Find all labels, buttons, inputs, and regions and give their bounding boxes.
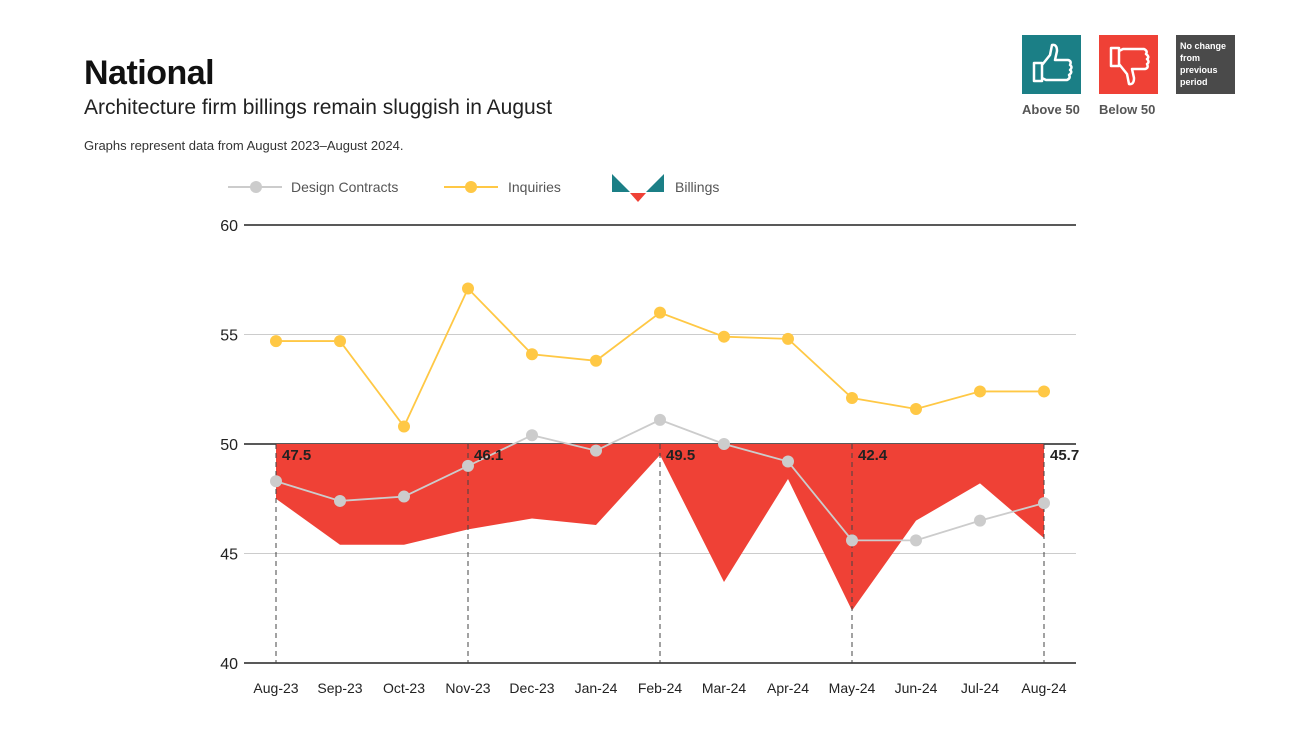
- billings-data-label: 45.7: [1050, 447, 1079, 464]
- point-inquiries: [462, 282, 474, 295]
- x-tick-label: Jan-24: [575, 680, 618, 696]
- billings-data-label: 47.5: [282, 447, 311, 464]
- x-tick-label: Jul-24: [961, 680, 999, 696]
- point-inquiries: [590, 354, 602, 367]
- point-inquiries: [974, 385, 986, 398]
- point-inquiries: [782, 332, 794, 345]
- legend: Design Contracts Inquiries Billings: [228, 174, 719, 202]
- legend-billings-above-right: [646, 174, 664, 192]
- legend-inquiries: Inquiries: [508, 179, 561, 195]
- billings-area: [276, 444, 1044, 611]
- x-tick-label: Aug-23: [253, 680, 298, 696]
- x-tick-label: Jun-24: [895, 680, 938, 696]
- thumbs-down-icon: [1099, 35, 1158, 94]
- point-inquiries: [270, 335, 282, 348]
- x-tick-label: Oct-23: [383, 680, 425, 696]
- point-design-contracts: [462, 459, 474, 472]
- point-inquiries: [718, 330, 730, 343]
- no-change-key: No change from previous period: [1176, 35, 1235, 94]
- y-tick-label: 50: [220, 437, 238, 454]
- above-50-label: Above 50: [1022, 102, 1080, 117]
- x-tick-label: Feb-24: [638, 680, 683, 696]
- billings-data-label: 49.5: [666, 447, 695, 464]
- below-50-label: Below 50: [1099, 102, 1156, 117]
- page-subtitle: Architecture firm billings remain sluggi…: [84, 96, 553, 119]
- legend-marker-inquiries: [465, 181, 477, 193]
- page-title: National: [84, 54, 215, 92]
- billings-data-label: 46.1: [474, 447, 503, 464]
- point-inquiries: [654, 306, 666, 319]
- point-inquiries: [334, 335, 346, 348]
- point-design-contracts: [654, 413, 666, 426]
- x-tick-label: Dec-23: [509, 680, 554, 696]
- billings-data-label: 42.4: [858, 447, 888, 464]
- point-design-contracts: [718, 438, 730, 450]
- x-tick-label: Mar-24: [702, 680, 747, 696]
- y-tick-label: 45: [220, 547, 238, 564]
- x-tick-label: Apr-24: [767, 680, 809, 696]
- point-inquiries: [526, 348, 538, 361]
- y-tick-label: 40: [220, 656, 238, 673]
- legend-design-contracts: Design Contracts: [291, 179, 398, 195]
- point-design-contracts: [398, 490, 410, 503]
- x-tick-label: Nov-23: [445, 680, 490, 696]
- point-inquiries: [398, 420, 410, 433]
- x-tick-label: May-24: [829, 680, 876, 696]
- point-inquiries: [910, 402, 922, 415]
- legend-billings-above-left: [612, 174, 630, 192]
- point-design-contracts: [782, 455, 794, 468]
- data-note: Graphs represent data from August 2023–A…: [84, 138, 404, 153]
- legend-billings: Billings: [675, 179, 719, 195]
- point-design-contracts: [910, 534, 922, 547]
- legend-billings-below: [630, 193, 646, 202]
- point-design-contracts: [334, 494, 346, 507]
- point-inquiries: [1038, 385, 1050, 398]
- point-design-contracts: [974, 514, 986, 527]
- point-design-contracts: [526, 429, 538, 442]
- y-tick-label: 60: [220, 218, 238, 235]
- x-tick-label: Sep-23: [317, 680, 362, 696]
- point-design-contracts: [590, 444, 602, 457]
- y-tick-label: 55: [220, 328, 238, 345]
- point-design-contracts: [846, 534, 858, 547]
- point-design-contracts: [270, 475, 282, 488]
- legend-marker-design-contracts: [250, 181, 262, 193]
- point-design-contracts: [1038, 497, 1050, 510]
- x-tick-label: Aug-24: [1021, 680, 1066, 696]
- thumbs-up-icon: [1022, 35, 1081, 94]
- point-inquiries: [846, 392, 858, 405]
